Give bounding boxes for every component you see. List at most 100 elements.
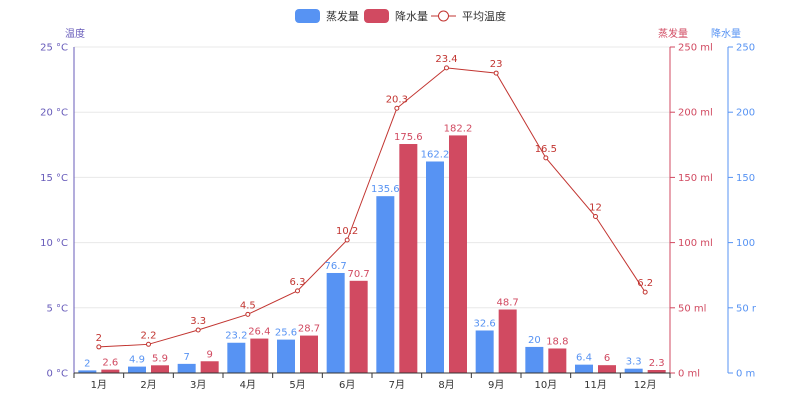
legend-label-precipitation[interactable]: 降水量 bbox=[395, 9, 428, 23]
temperature-point[interactable] bbox=[543, 155, 549, 161]
temperature-point[interactable] bbox=[245, 311, 251, 317]
bar-value-label: 25.6 bbox=[275, 328, 297, 339]
x-axis-tick-label: 11月 bbox=[584, 379, 607, 391]
bar-evaporation[interactable] bbox=[376, 196, 395, 373]
y-left-tick-label: 0 °C bbox=[46, 369, 68, 380]
x-axis-tick-label: 5月 bbox=[289, 379, 305, 391]
temperature-value-label: 20.3 bbox=[386, 94, 408, 105]
temperature-point[interactable] bbox=[96, 344, 102, 350]
bar-precipitation[interactable] bbox=[200, 361, 219, 373]
temperature-value-label: 23 bbox=[490, 59, 503, 70]
y-right2-ticks: 0 m 50 r 100 150 200 250 bbox=[727, 43, 757, 380]
temperature-point[interactable] bbox=[344, 237, 350, 243]
x-axis-tick-label: 1月 bbox=[91, 379, 107, 391]
bar-value-label: 4.9 bbox=[129, 355, 145, 366]
temperature-value-label: 2.2 bbox=[141, 330, 157, 341]
bars bbox=[78, 135, 666, 373]
bar-precipitation[interactable] bbox=[449, 135, 467, 373]
y-right2-tick-label: 150 bbox=[736, 173, 755, 184]
legend-marker-temperature[interactable] bbox=[438, 10, 449, 22]
legend-swatch-evaporation[interactable] bbox=[295, 9, 320, 23]
x-axis-tick-label: 4月 bbox=[240, 379, 256, 391]
bar-value-label: 162.2 bbox=[421, 149, 450, 160]
legend-label-evaporation[interactable]: 蒸发量 bbox=[326, 9, 359, 23]
bar-evaporation[interactable] bbox=[78, 370, 97, 373]
x-axis-tick-label: 2月 bbox=[140, 379, 156, 391]
temperature-point[interactable] bbox=[295, 288, 300, 294]
bar-value-label: 70.7 bbox=[348, 269, 370, 280]
y-left-tick-label: 5 °C bbox=[46, 303, 68, 314]
bar-precipitation[interactable] bbox=[399, 144, 418, 373]
temperature-line bbox=[96, 65, 648, 350]
bar-precipitation[interactable] bbox=[300, 335, 318, 373]
y-left-tick-label: 25 °C bbox=[40, 43, 68, 54]
bar-evaporation[interactable] bbox=[128, 366, 146, 373]
bar-value-label: 135.6 bbox=[371, 184, 400, 195]
y-right1-ticks: 0 ml 50 ml 100 ml 150 ml 200 ml 250 ml bbox=[669, 43, 713, 380]
y-right1-tick-label: 50 ml bbox=[678, 303, 706, 314]
bar-value-label: 6.4 bbox=[576, 353, 592, 364]
bar-value-label: 3.3 bbox=[626, 357, 642, 368]
bar-evaporation[interactable] bbox=[525, 346, 544, 373]
temperature-value-label: 16.5 bbox=[535, 144, 557, 155]
bar-evaporation[interactable] bbox=[624, 368, 643, 373]
temperature-point[interactable] bbox=[444, 65, 449, 71]
temperature-value-label: 3.3 bbox=[190, 316, 206, 327]
bar-precipitation[interactable] bbox=[101, 369, 120, 373]
bar-evaporation[interactable] bbox=[277, 339, 295, 373]
y-left-axis-name: 温度 bbox=[65, 27, 85, 40]
bar-value-label: 2 bbox=[84, 358, 90, 369]
bar-value-label: 28.7 bbox=[298, 324, 320, 335]
x-axis-tick-label: 3月 bbox=[190, 379, 206, 391]
temperature-point[interactable] bbox=[593, 214, 598, 220]
bar-evaporation[interactable] bbox=[326, 272, 345, 373]
gridlines bbox=[74, 46, 670, 309]
bar-value-label: 182.2 bbox=[444, 123, 473, 134]
temperature-value-label: 4.5 bbox=[240, 300, 256, 311]
x-axis-tick-label: 7月 bbox=[389, 379, 405, 391]
temperature-value-label: 6.3 bbox=[290, 277, 306, 288]
y-right1-tick-label: 0 ml bbox=[678, 369, 700, 380]
bar-value-label: 76.7 bbox=[325, 261, 347, 272]
x-axis-tick-label: 12月 bbox=[634, 379, 657, 391]
temperature-value-label: 12 bbox=[589, 203, 602, 214]
bar-value-label: 2.3 bbox=[649, 358, 665, 369]
bar-precipitation[interactable] bbox=[349, 280, 368, 373]
temperature-point[interactable] bbox=[493, 70, 499, 76]
y-right2-tick-label: 0 m bbox=[736, 369, 755, 380]
y-right1-tick-label: 200 ml bbox=[678, 108, 713, 119]
temperature-value-label: 6.2 bbox=[637, 278, 653, 289]
bar-evaporation[interactable] bbox=[426, 161, 444, 373]
bar-precipitation[interactable] bbox=[250, 338, 269, 373]
y-right1-axis-name: 蒸发量 bbox=[658, 27, 688, 40]
bar-precipitation[interactable] bbox=[598, 365, 616, 373]
y-left-tick-label: 15 °C bbox=[40, 173, 68, 184]
bar-evaporation[interactable] bbox=[575, 364, 593, 373]
bar-value-label: 175.6 bbox=[394, 132, 423, 143]
bar-value-label: 26.4 bbox=[248, 327, 270, 338]
bar-precipitation[interactable] bbox=[498, 309, 517, 373]
bar-precipitation[interactable] bbox=[548, 348, 567, 373]
y-right1-tick-label: 100 ml bbox=[678, 238, 713, 249]
temperature-point[interactable] bbox=[146, 341, 151, 347]
y-left-ticks: 0 °C 5 °C 10 °C 15 °C 20 °C 25 °C bbox=[40, 43, 75, 380]
legend[interactable]: 蒸发量 降水量 平均温度 bbox=[295, 9, 506, 23]
bar-precipitation[interactable] bbox=[151, 365, 169, 373]
bar-evaporation[interactable] bbox=[177, 363, 196, 373]
legend-label-temperature[interactable]: 平均温度 bbox=[462, 9, 506, 23]
x-axis-tick-label: 6月 bbox=[339, 379, 355, 391]
bar-value-label: 9 bbox=[206, 349, 212, 360]
bar-evaporation[interactable] bbox=[475, 330, 494, 373]
bar-value-label: 32.6 bbox=[474, 318, 496, 329]
temperature-point[interactable] bbox=[195, 327, 201, 333]
legend-swatch-precipitation[interactable] bbox=[364, 9, 389, 23]
x-axis-tick-label: 9月 bbox=[488, 379, 504, 391]
bar-precipitation[interactable] bbox=[647, 370, 666, 373]
bar-value-label: 6 bbox=[604, 353, 610, 364]
temperature-point[interactable] bbox=[394, 105, 400, 111]
temperature-point[interactable] bbox=[642, 289, 648, 295]
temperature-series-line bbox=[98, 67, 646, 348]
bar-evaporation[interactable] bbox=[227, 342, 246, 373]
y-left-tick-label: 20 °C bbox=[40, 108, 68, 119]
